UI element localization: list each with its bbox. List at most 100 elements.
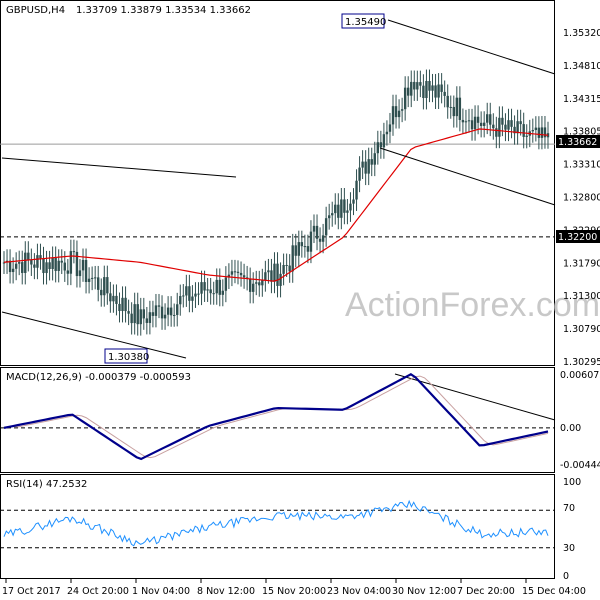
candle-body [309,231,313,252]
candle-body [191,296,194,301]
candle-body [75,251,79,277]
candle-body [176,304,179,315]
axis-ticks: 1.35320 1.34810 1.34315 1.33805 1.33310 1.328… [2,28,600,597]
candle-body [443,91,446,96]
candle-body [297,242,300,256]
candle-body [391,106,395,125]
candle-body [261,280,264,286]
price-y-tick-label: 1.31300 [563,291,600,302]
candle-body [42,258,45,274]
candle-body [264,272,267,281]
candle-body [482,122,486,126]
candle-body [230,271,234,275]
candle-body [303,246,307,248]
candle-body [224,277,228,291]
candle-body [127,311,130,314]
candle-body [57,260,60,271]
candle-body [39,255,42,259]
candle-body [163,314,167,319]
candle-body [510,120,513,127]
candle-body [294,245,297,256]
candle-body [388,124,392,132]
candle-body [449,106,452,108]
candle-body [349,203,352,211]
candle-body [182,295,185,297]
candlestick-series [2,69,550,336]
trendline-lower-left [1,311,187,359]
candle-body [273,263,276,282]
x-tick-label: 24 Oct 20:00 [67,586,129,597]
candle-body [422,85,425,98]
candle-body [93,277,97,279]
rsi-y-tick-label: 70 [563,503,575,514]
trendline-upper-left [1,157,237,178]
candle-body [519,121,522,125]
candle-body [540,127,544,138]
candle-body [239,272,243,276]
candle-body [455,97,459,117]
candle-body [498,117,501,137]
candle-body [461,119,465,123]
candle-body [546,133,550,138]
candle-body [419,82,422,86]
candle-body [142,309,145,319]
rsi-series [3,499,549,547]
candle-body [30,259,33,265]
price-y-tick-label: 1.30295 [563,357,600,368]
candle-body [106,277,109,294]
price-y-tick-label: 1.34315 [563,94,600,105]
rsi-panel-frame [0,474,555,579]
macd-label: MACD(12,26,9) -0.000379 -0.000593 [6,372,191,383]
candle-body [103,277,106,296]
candle-body [397,110,401,118]
macd-y-tick-label: 0.00 [560,423,581,434]
candle-body [507,120,510,130]
candle-body [90,277,94,279]
candle-body [188,286,191,301]
candle-body [2,262,6,264]
candle-body [221,290,225,295]
candle-body [97,277,100,290]
candle-body [279,273,282,286]
support-level-box [556,230,600,243]
candle-body [276,263,279,286]
candle-body [513,126,516,134]
candle-body [324,218,328,236]
rsi-y-tick-label: 30 [563,543,575,554]
candle-body [343,199,346,213]
candle-body [172,314,176,316]
candle-body [185,286,188,296]
price-y-tick-label: 1.34810 [563,61,600,72]
candle-body [476,116,480,123]
candle-body [124,297,127,312]
candle-body [458,97,462,120]
trendline-channel-top [387,19,556,75]
candle-body [504,124,507,130]
price-panel-frame [0,0,555,366]
candle-body [355,180,358,200]
candle-body [66,270,70,274]
candle-body [154,305,158,316]
candle-body [151,312,155,316]
price-y-tick-label: 1.30790 [563,324,600,335]
candle-body [376,142,380,154]
candle-body [340,199,343,218]
trendline-macd [394,373,556,421]
candle-body [403,87,407,110]
candle-body [470,120,474,130]
macd-y-tick-label: 0.006073 [560,370,600,381]
macd-signal-line [3,375,549,459]
candle-body [242,275,246,278]
candle-body [206,289,209,291]
price-y-tick-label: 1.33310 [563,160,600,171]
candle-body [24,252,27,273]
candle-body [394,106,398,118]
candle-body [525,135,528,137]
candle-body [121,297,124,311]
candle-body [452,106,455,117]
candle-body [543,127,547,138]
candle-body [434,85,437,98]
candle-body [522,124,525,137]
x-tick-label: 15 Nov 20:00 [262,586,326,597]
